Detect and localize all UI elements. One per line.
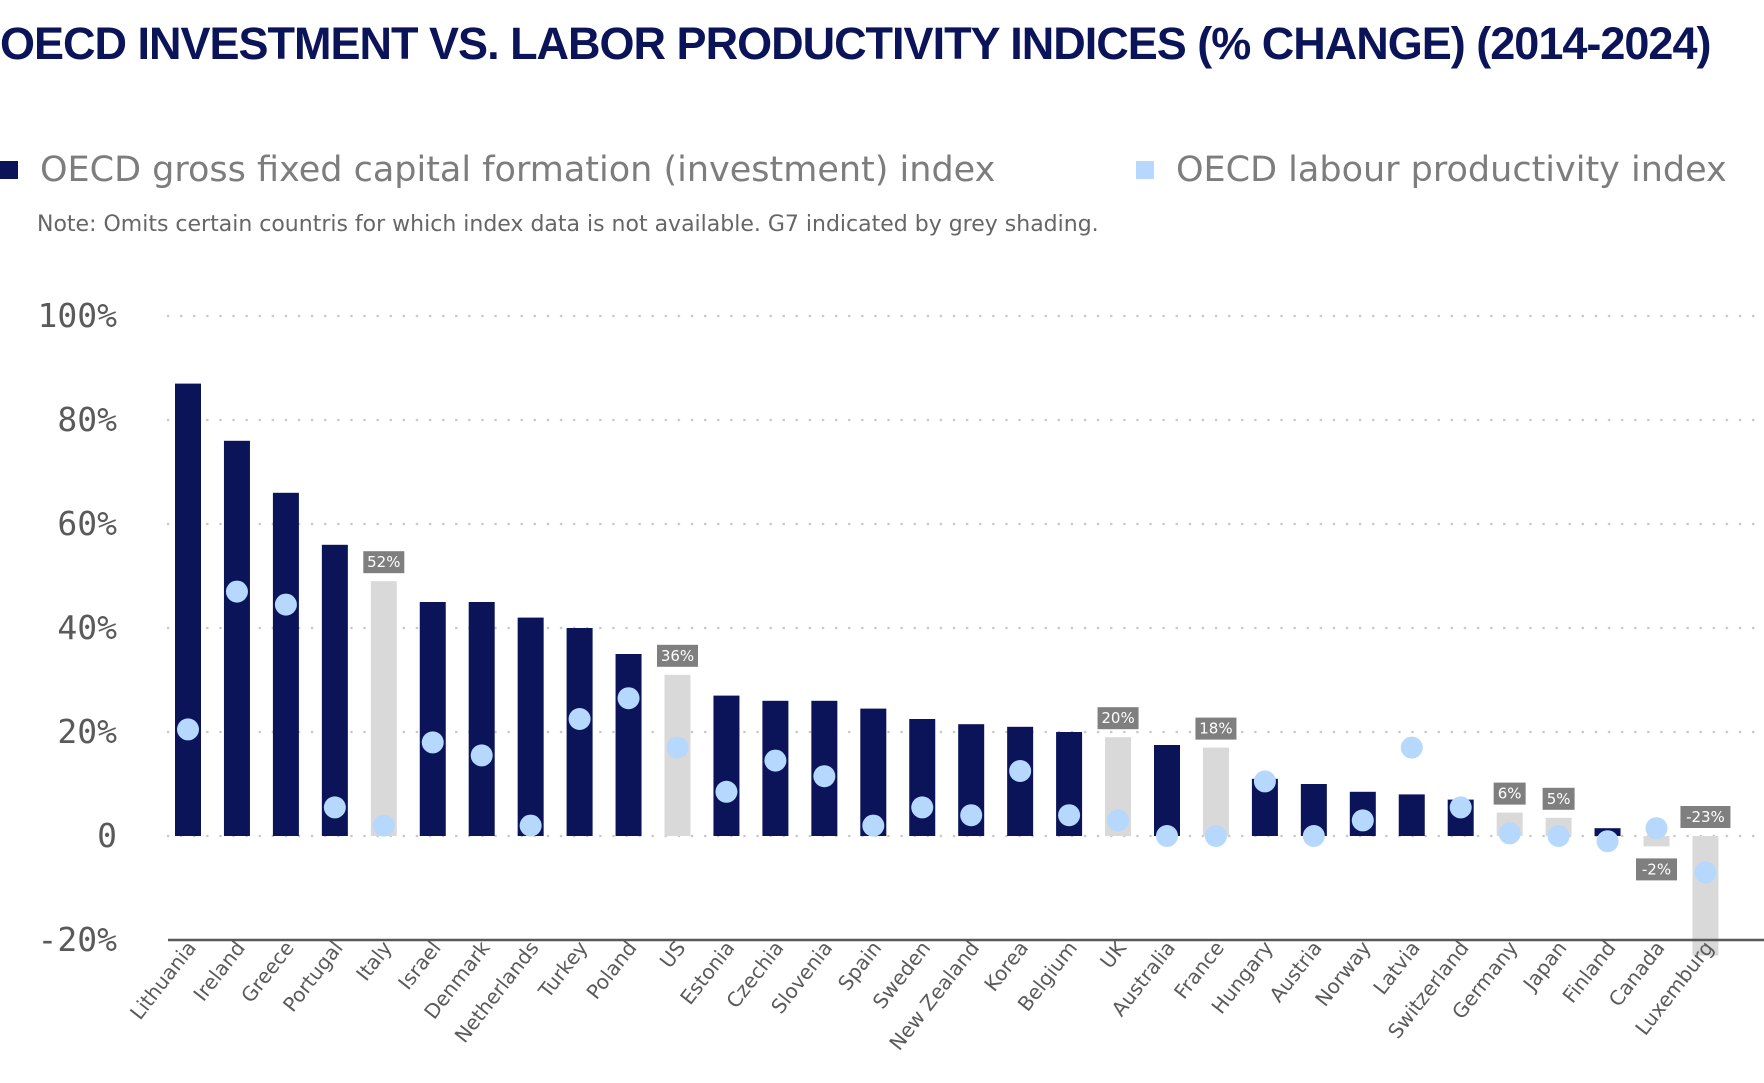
data-label-box (1097, 707, 1139, 730)
chart-title: OECD INVESTMENT VS. LABOR PRODUCTIVITY I… (0, 18, 1711, 69)
legend-item-productivity: OECD labour productivity index (1136, 150, 1727, 190)
legend-swatch-investment (0, 161, 18, 179)
data-label-text: 52% (367, 553, 400, 571)
bar-portugal (321, 544, 348, 836)
data-label-us: 36% (657, 644, 698, 667)
chart-note: Note: Omits certain countris for which i… (37, 212, 1099, 237)
bar-netherlands (517, 617, 544, 836)
x-tick-label: Turkey (533, 936, 593, 1003)
x-tick-label: US (655, 936, 691, 972)
dot-denmark (470, 744, 493, 767)
data-label-text: 36% (661, 647, 694, 665)
data-label-box (1636, 858, 1677, 881)
dot-australia (1156, 825, 1178, 847)
dot-norway (1351, 809, 1374, 832)
dot-hungary (1253, 770, 1276, 793)
dot-austria (1302, 825, 1325, 847)
bar-greece (272, 492, 299, 836)
y-tick-label: 100% (38, 296, 118, 335)
dot-japan (1547, 825, 1570, 847)
dot-spain (862, 814, 885, 837)
dot-germany (1498, 822, 1521, 845)
data-label-text: 20% (1101, 709, 1134, 727)
bar-poland (615, 654, 642, 836)
dot-switzerland (1449, 796, 1472, 819)
bar-canada (1643, 836, 1670, 847)
dot-israel (421, 731, 444, 754)
dot-poland (617, 687, 640, 710)
dot-luxemburg (1694, 861, 1717, 884)
dot-greece (274, 593, 297, 616)
dot-sweden (911, 796, 934, 819)
legend-label-investment: OECD gross fixed capital formation (inve… (40, 150, 996, 190)
dot-us (666, 736, 689, 759)
y-tick-label: 0 (97, 816, 117, 855)
dot-uk (1107, 809, 1130, 832)
dot-france (1204, 825, 1227, 847)
bar-france (1202, 747, 1229, 836)
x-tick-label: Poland (581, 936, 641, 1003)
dot-finland (1596, 830, 1619, 853)
legend-swatch-productivity (1136, 161, 1154, 179)
bar-latvia (1398, 794, 1425, 836)
dot-italy (372, 814, 395, 837)
dot-new-zealand (960, 804, 983, 827)
data-label-france: 18% (1195, 717, 1237, 740)
bar-australia (1154, 745, 1180, 836)
data-label-text: -2% (1642, 860, 1671, 878)
data-label-text: -23% (1686, 808, 1725, 826)
data-label-text: 18% (1199, 720, 1232, 738)
productivity-dots (177, 580, 1717, 884)
y-axis: 100% 80% 60% 40% 20% 0 -20% (38, 296, 118, 959)
data-label-canada: -2% (1636, 858, 1677, 881)
bar-estonia (713, 695, 740, 836)
data-label-box (1493, 782, 1526, 805)
data-label-box (363, 551, 405, 574)
dot-czechia (764, 749, 787, 772)
x-tick-label: Italy (351, 936, 397, 985)
dot-canada (1645, 817, 1668, 840)
bars (175, 383, 1719, 956)
dot-portugal (323, 796, 346, 819)
dot-ireland (225, 580, 248, 603)
dot-latvia (1400, 736, 1423, 759)
data-label-japan: 5% (1542, 787, 1575, 810)
data-label-text: 6% (1498, 785, 1522, 803)
dot-netherlands (519, 814, 542, 837)
dot-korea (1009, 760, 1032, 782)
data-label-italy: 52% (363, 551, 405, 574)
legend-item-investment: OECD gross fixed capital formation (inve… (0, 150, 995, 190)
dot-turkey (568, 708, 591, 730)
dot-belgium (1058, 804, 1081, 827)
data-label-box (1195, 717, 1237, 740)
y-tick-label: 40% (57, 608, 117, 647)
data-label-text: 5% (1547, 790, 1571, 808)
bar-luxemburg (1692, 836, 1719, 956)
bar-ireland (223, 440, 250, 836)
data-labels: 52% 36% 20% 18% 6% 5% -2% -23% (363, 551, 1731, 881)
y-tick-label: 60% (57, 504, 117, 543)
bar-denmark (468, 602, 495, 836)
data-label-box (1542, 787, 1575, 810)
bar-lithuania (175, 383, 201, 836)
bar-sweden (909, 719, 936, 836)
bar-turkey (566, 628, 593, 836)
data-label-box (657, 644, 698, 667)
bar-israel (419, 602, 446, 836)
data-label-luxemburg: -23% (1680, 806, 1731, 828)
y-tick-label: -20% (38, 920, 118, 959)
x-tick-label: Lithuania (125, 936, 201, 1024)
data-label-box (1680, 806, 1731, 828)
data-label-germany: 6% (1493, 782, 1526, 805)
dot-lithuania (177, 718, 199, 741)
y-tick-label: 20% (57, 712, 117, 751)
bar-italy (370, 581, 397, 836)
y-tick-label: 80% (57, 400, 117, 439)
dot-slovenia (813, 765, 836, 788)
dot-estonia (715, 780, 738, 803)
data-label-uk: 20% (1097, 707, 1139, 730)
legend-label-productivity: OECD labour productivity index (1176, 150, 1727, 190)
